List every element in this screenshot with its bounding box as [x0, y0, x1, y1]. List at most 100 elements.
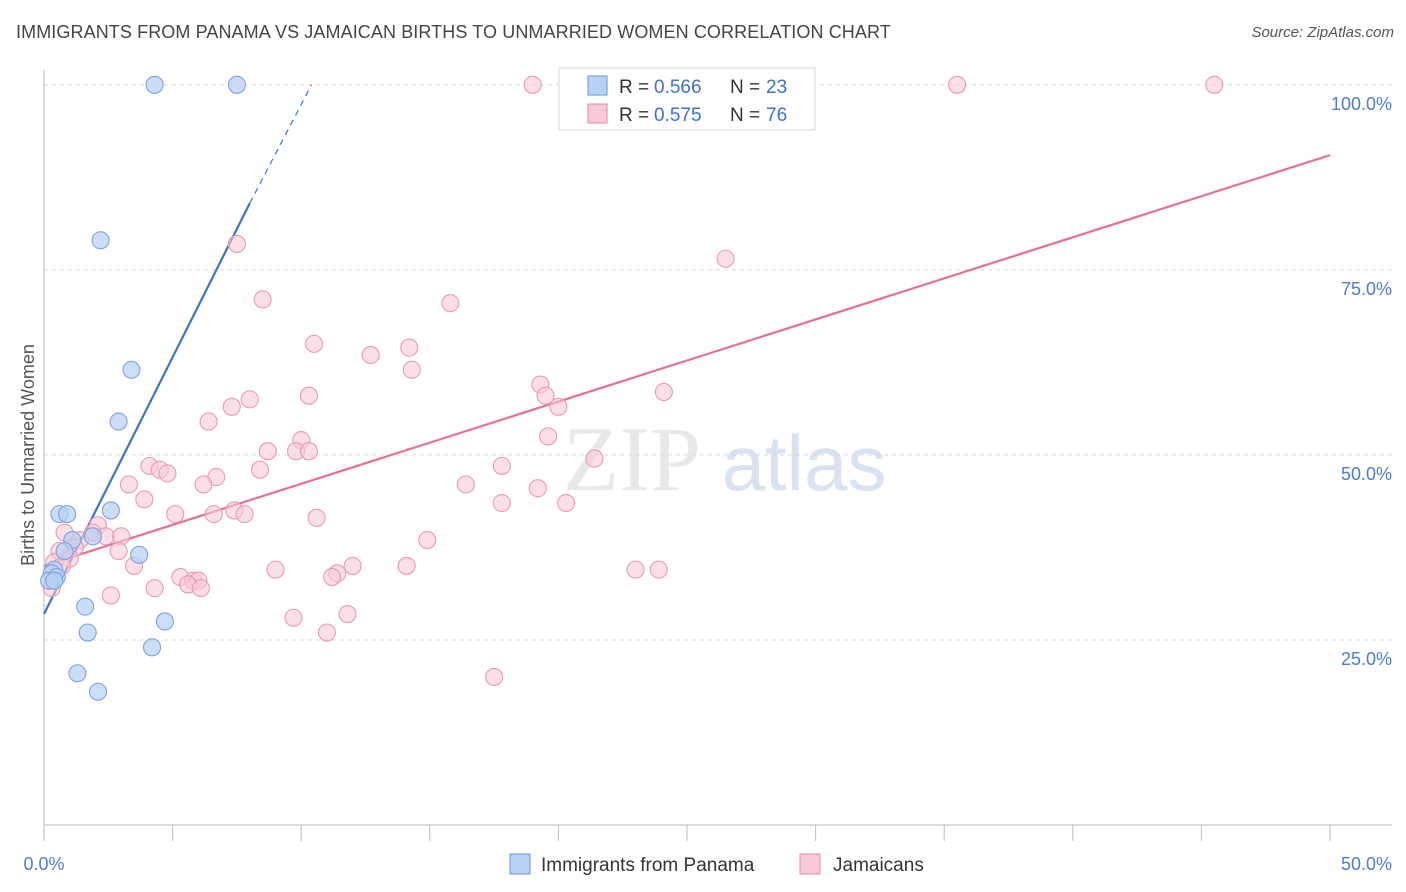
trend-line-panama-extension [249, 84, 313, 204]
series-legend-label-panama: Immigrants from Panama [541, 855, 755, 876]
y-tick-label: 50.0% [1341, 464, 1392, 484]
stats-legend-n-value: 76 [766, 105, 787, 126]
series-legend-swatch-jamaica [799, 853, 821, 875]
point-panama [88, 682, 108, 701]
point-jamaica [485, 667, 504, 687]
point-jamaica [441, 294, 460, 313]
point-jamaica [402, 360, 421, 379]
point-panama [122, 360, 141, 379]
point-jamaica [112, 527, 131, 546]
point-jamaica [418, 530, 437, 550]
point-jamaica [307, 508, 326, 527]
point-panama [55, 542, 74, 561]
y-tick-label: 25.0% [1341, 649, 1392, 669]
point-panama [45, 571, 64, 590]
point-jamaica [101, 586, 120, 605]
chart-title: IMMIGRANTS FROM PANAMA VS JAMAICAN BIRTH… [16, 22, 891, 42]
trend-lines [43, 84, 1331, 615]
point-panama [83, 527, 102, 546]
stats-legend: R = 0.566 N = 23 R = 0.575 N = 76 [558, 67, 816, 131]
point-jamaica [166, 505, 185, 524]
point-jamaica [948, 75, 967, 94]
axes: 25.0% 50.0% 75.0% 100.0% 0.0% 50.0% [23, 70, 1392, 874]
point-panama [109, 412, 128, 431]
point-panama [78, 623, 97, 642]
point-jamaica [654, 382, 673, 402]
point-jamaica [305, 334, 324, 353]
trend-line-jamaica [43, 154, 1331, 567]
point-jamaica [299, 386, 318, 405]
point-jamaica [338, 604, 357, 624]
source-credit: Source: ZipAtlas.com [1251, 24, 1394, 41]
point-panama [130, 545, 149, 564]
point-jamaica [361, 345, 380, 365]
point-jamaica [119, 475, 138, 494]
point-jamaica [343, 556, 362, 575]
point-jamaica [626, 560, 645, 579]
point-jamaica [284, 608, 303, 627]
series-legend-label-jamaica: Jamaicans [833, 855, 924, 876]
point-jamaica [317, 623, 336, 642]
point-jamaica [199, 412, 218, 431]
point-panama [58, 505, 77, 524]
point-jamaica [158, 464, 177, 483]
point-jamaica [253, 290, 272, 309]
point-panama [155, 612, 174, 631]
point-jamaica [250, 460, 270, 479]
stats-legend-swatch-panama [587, 75, 608, 96]
stats-legend-r-label: R = [619, 105, 649, 126]
point-jamaica [492, 493, 511, 513]
point-jamaica [109, 542, 128, 561]
point-jamaica [528, 479, 547, 498]
y-tick-label: 75.0% [1341, 279, 1392, 299]
stats-legend-n-value: 23 [766, 77, 787, 98]
point-jamaica [258, 442, 277, 461]
point-jamaica [323, 567, 342, 587]
series-legend-swatch-panama [509, 853, 531, 875]
point-panama [91, 231, 110, 250]
point-jamaica [585, 449, 604, 468]
grid [44, 84, 1392, 641]
point-jamaica [649, 560, 668, 579]
point-panama [142, 638, 162, 657]
point-panama [68, 664, 87, 683]
point-jamaica [397, 556, 416, 575]
point-jamaica [266, 560, 285, 579]
point-jamaica [523, 75, 542, 94]
point-jamaica [235, 505, 254, 524]
watermark-zip: ZIP [563, 408, 701, 510]
stats-legend-r-value: 0.575 [654, 105, 702, 126]
data-points [40, 75, 1224, 701]
stats-legend-n-label: N = [730, 105, 760, 126]
point-jamaica [135, 490, 154, 509]
stats-legend-r-label: R = [619, 77, 649, 98]
x-tick-label: 50.0% [1341, 854, 1392, 874]
x-tick-label: 0.0% [23, 854, 64, 874]
point-panama [76, 597, 95, 616]
stats-legend-r-value: 0.566 [654, 77, 702, 98]
stats-legend-n-label: N = [730, 77, 760, 98]
point-jamaica [204, 505, 223, 524]
y-axis-label: Births to Unmarried Women [18, 344, 38, 566]
point-jamaica [145, 579, 164, 598]
point-jamaica [400, 338, 419, 357]
point-jamaica [191, 579, 210, 598]
point-jamaica [222, 397, 241, 416]
stats-legend-swatch-jamaica [587, 103, 608, 124]
watermark: ZIP atlas [563, 408, 886, 510]
point-panama [227, 75, 246, 94]
point-panama [145, 75, 164, 94]
point-jamaica [194, 475, 213, 494]
point-panama [101, 501, 120, 520]
point-jamaica [492, 456, 511, 476]
point-jamaica [240, 390, 259, 409]
point-jamaica [227, 234, 246, 253]
point-jamaica [299, 442, 318, 461]
series-legend: Immigrants from Panama Jamaicans [509, 853, 924, 876]
point-jamaica [1205, 75, 1224, 94]
point-jamaica [557, 493, 576, 513]
watermark-atlas: atlas [722, 419, 887, 507]
y-tick-label: 100.0% [1331, 94, 1392, 114]
point-jamaica [536, 386, 555, 405]
